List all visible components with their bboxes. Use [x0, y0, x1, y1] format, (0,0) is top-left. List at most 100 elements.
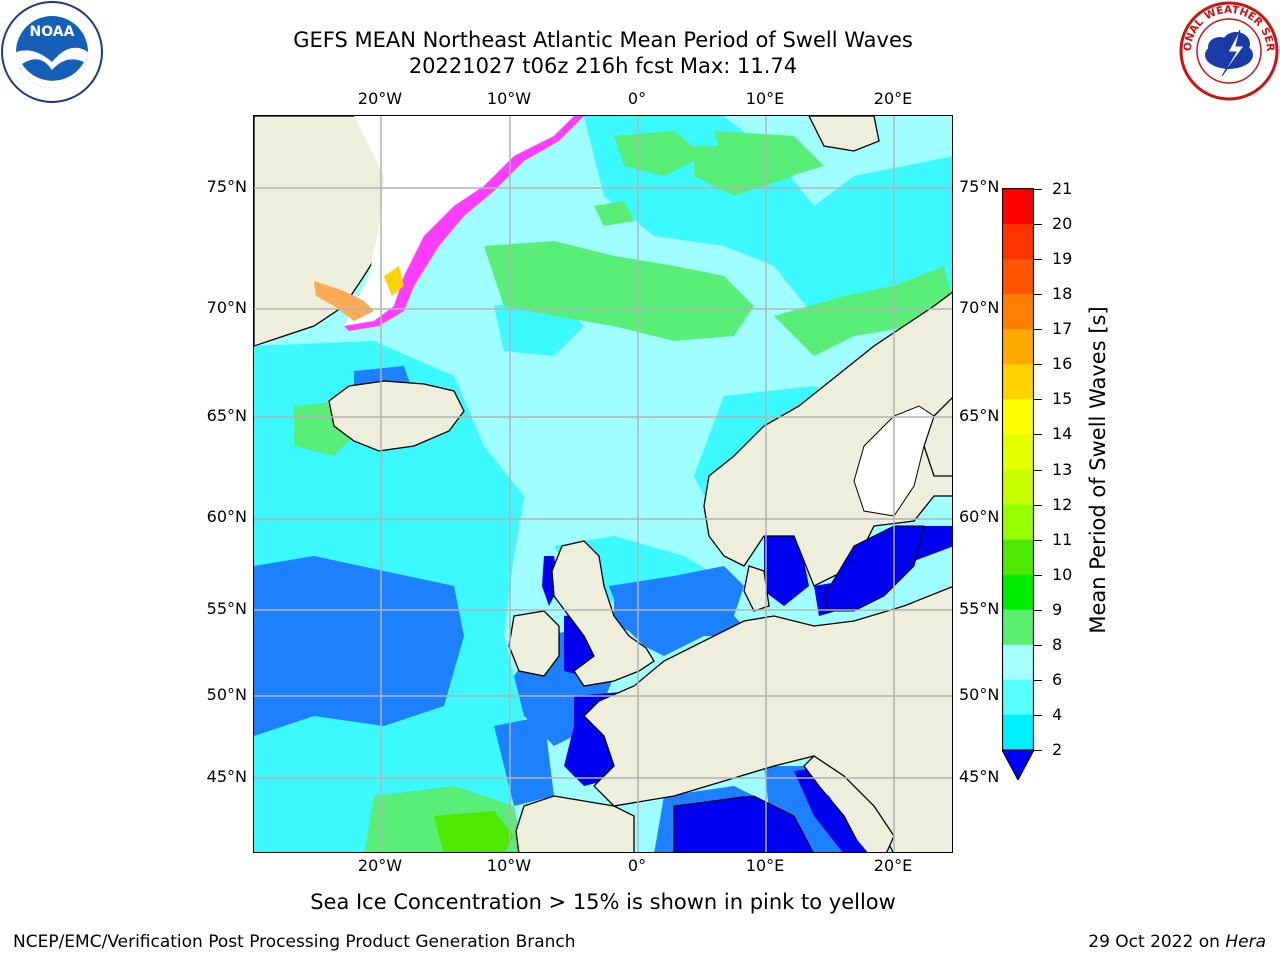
land-iceland [328, 380, 465, 452]
host-name: Hera [1225, 932, 1266, 952]
colorbar-tick [1034, 294, 1042, 296]
lon-label-bottom-20e: 20°E [873, 856, 913, 875]
map-run-info: 20221027 t06z 216h fcst Max: 11.74 [408, 54, 798, 78]
lat-label-right-50n: 50°N [959, 685, 1000, 704]
colorbar-band [1002, 434, 1034, 470]
colorbar-band [1002, 609, 1034, 646]
lat-label-right-55n: 55°N [959, 599, 1000, 618]
swell-bright-green [434, 811, 514, 852]
colorbar-tick [1034, 504, 1042, 506]
colorbar-tick-label: 6 [1052, 669, 1063, 689]
colorbar-tick-label: 2 [1052, 740, 1063, 759]
sea-ice-interior [344, 116, 574, 326]
colorbar-tick-label: 18 [1052, 284, 1073, 304]
colorbar-band [1002, 294, 1034, 330]
lat-label-right-70n: 70°N [959, 298, 1000, 317]
land-italy [803, 755, 895, 852]
date-note: 29 Oct 2022 on Hera [1088, 932, 1266, 952]
colorbar [1002, 188, 1034, 780]
noaa-logo: NOAA [1, 1, 103, 103]
colorbar-tick-label: 11 [1052, 529, 1073, 549]
nws-logo: NATIONAL WEATHER SERVICE [1178, 0, 1279, 101]
colorbar-tick-label: 12 [1052, 494, 1073, 514]
colorbar-band [1002, 364, 1034, 400]
lon-label-top-10e: 10°E [745, 89, 785, 108]
colorbar-tick [1034, 539, 1042, 541]
map-gridlines [254, 116, 952, 852]
colorbar-tick-label: 8 [1052, 634, 1063, 654]
north-sea [609, 566, 744, 656]
sea-ice-yellow [384, 266, 404, 296]
colorbar-tick-label: 19 [1052, 249, 1073, 269]
land-iberia [515, 795, 635, 852]
colorbar-tick [1034, 609, 1042, 611]
baltic-sea [823, 525, 925, 612]
lat-label-right-60n: 60°N [959, 507, 1000, 526]
colorbar-tick-label: 13 [1052, 459, 1073, 479]
land-denmark [743, 565, 770, 612]
colorbar-band [1002, 259, 1034, 295]
lon-label-bottom-10e: 10°E [745, 856, 785, 875]
lon-label-bottom-10w: 10°W [486, 856, 532, 875]
lon-label-top-20w: 20°W [357, 89, 403, 108]
colorbar-tick [1034, 750, 1042, 751]
lon-label-bottom-0: 0° [627, 856, 647, 875]
lon-label-top-10w: 10°W [486, 89, 532, 108]
lat-label-left-45n: 45°N [206, 767, 247, 786]
lat-label-right-75n: 75°N [959, 177, 1000, 196]
colorbar-band [1002, 644, 1034, 681]
colorbar-tick-label: 9 [1052, 599, 1063, 619]
lon-label-top-20e: 20°E [873, 89, 913, 108]
colorbar-tick [1034, 644, 1042, 646]
lon-label-bottom-20w: 20°W [357, 856, 403, 875]
colorbar-tick-label: 17 [1052, 319, 1073, 339]
colorbar-tick [1034, 189, 1042, 190]
colorbar-band [1002, 329, 1034, 365]
colorbar-extend-triangle [1002, 749, 1034, 780]
colorbar-tick-label: 14 [1052, 424, 1073, 444]
colorbar-tick [1034, 259, 1042, 261]
colorbar-tick [1034, 399, 1042, 401]
colorbar-tick [1034, 574, 1042, 576]
lon-label-top-0: 0° [627, 89, 647, 108]
colorbar-tick [1034, 714, 1042, 716]
colorbar-band [1002, 504, 1034, 541]
colorbar-tick [1034, 469, 1042, 471]
lat-label-left-50n: 50°N [206, 685, 247, 704]
colorbar-band [1002, 539, 1034, 576]
colorbar-title: Mean Period of Swell Waves [s] [1086, 306, 1110, 634]
colorbar-band [1002, 574, 1034, 611]
adriatic-sea [799, 776, 868, 852]
colorbar-band [1002, 189, 1034, 225]
colorbar-tick [1034, 434, 1042, 436]
svg-text:NOAA: NOAA [30, 24, 75, 40]
colorbar-band [1002, 679, 1034, 716]
sea-ice-edge-pink [344, 116, 584, 331]
mediterranean-west [673, 795, 814, 852]
lat-label-left-60n: 60°N [206, 507, 247, 526]
colorbar-tick [1034, 329, 1042, 331]
credit-text: NCEP/EMC/Verification Post Processing Pr… [13, 932, 576, 952]
lat-label-left-55n: 55°N [206, 599, 247, 618]
colorbar-band [1002, 714, 1034, 751]
colorbar-tick [1034, 679, 1042, 681]
lat-label-right-65n: 65°N [959, 406, 1000, 425]
map-canvas [254, 116, 952, 852]
sea-ice-orange [314, 281, 374, 321]
colorbar-outline [1002, 188, 1034, 751]
map-title: GEFS MEAN Northeast Atlantic Mean Period… [293, 28, 913, 52]
land-ireland [508, 610, 560, 677]
colorbar-tick [1034, 224, 1042, 226]
lat-label-left-65n: 65°N [206, 406, 247, 425]
lat-label-left-70n: 70°N [206, 298, 247, 317]
colorbar-tick [1034, 364, 1042, 366]
sea-ice-note: Sea Ice Concentration > 15% is shown in … [310, 890, 896, 914]
colorbar-tick-label: 20 [1052, 214, 1073, 234]
colorbar-tick-label: 16 [1052, 354, 1073, 374]
lat-label-right-45n: 45°N [959, 767, 1000, 786]
land-svalbard [808, 116, 880, 152]
land-great-britain [551, 540, 655, 687]
colorbar-tick-label: 10 [1052, 564, 1073, 584]
map-panel [253, 115, 953, 853]
colorbar-band [1002, 399, 1034, 435]
